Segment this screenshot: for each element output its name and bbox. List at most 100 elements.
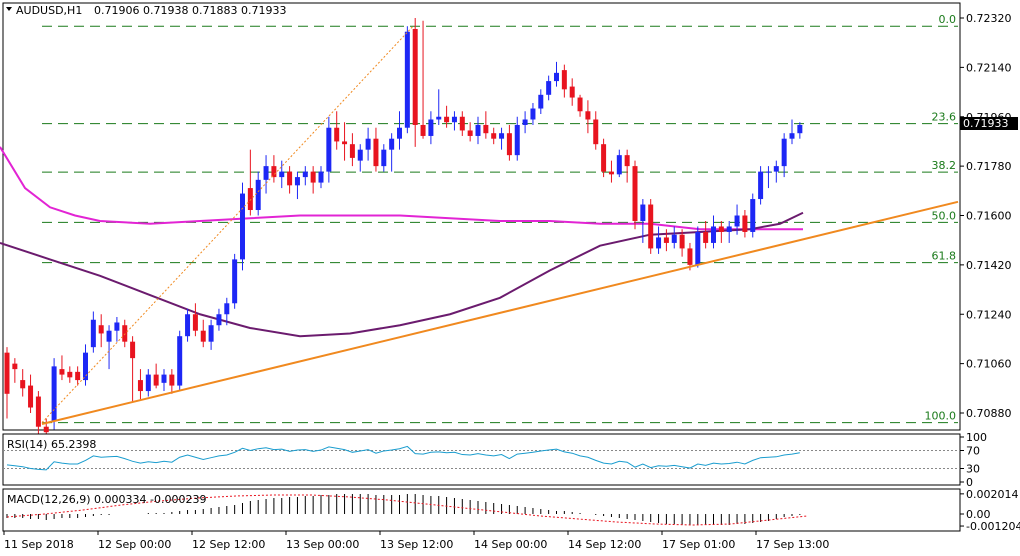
fib-label-5: 100.0 bbox=[925, 410, 957, 423]
symbol-label: AUDUSD,H1 bbox=[16, 4, 82, 17]
rsi-line bbox=[6, 445, 800, 471]
price-tick-label: 0.70880 bbox=[966, 407, 1012, 420]
fib-label-3: 50.0 bbox=[932, 209, 957, 222]
price-tick-label: 0.71420 bbox=[966, 259, 1012, 272]
rsi-tick-label: 100 bbox=[966, 431, 987, 444]
candle-body bbox=[608, 171, 614, 175]
candle-body bbox=[656, 237, 662, 249]
candle-body bbox=[569, 86, 575, 98]
candle-body bbox=[467, 130, 473, 136]
macd-axis: 0.002014 0.00-0.001204 bbox=[960, 488, 1020, 533]
candle-body bbox=[711, 226, 716, 243]
candle-body bbox=[640, 204, 646, 221]
time-tick-label: 13 Sep 00:00 bbox=[286, 538, 359, 551]
candle-body bbox=[758, 171, 764, 200]
candle-body bbox=[130, 341, 136, 359]
candle-body bbox=[404, 31, 410, 128]
candle-body bbox=[255, 179, 261, 211]
candle-body bbox=[114, 322, 120, 331]
macd-tick-label: 0.002014 bbox=[966, 488, 1019, 501]
candle-body bbox=[671, 234, 677, 243]
candle-body bbox=[137, 380, 143, 392]
candle-body bbox=[381, 149, 387, 167]
candlestick-series bbox=[4, 18, 803, 438]
candle-body bbox=[67, 371, 73, 378]
candle-body bbox=[12, 363, 18, 370]
candle-body bbox=[310, 171, 316, 183]
candle-body bbox=[208, 325, 214, 342]
candle-body bbox=[98, 325, 104, 334]
candle-body bbox=[750, 199, 756, 232]
macd-pane[interactable]: 0.002014 0.00-0.001204 MACD(12,26,9) 0.00… bbox=[2, 488, 1020, 533]
fib-label-0: 0.0 bbox=[939, 13, 957, 26]
fib-label-1: 23.6 bbox=[932, 111, 957, 124]
candle-body bbox=[83, 352, 88, 381]
trendline-line bbox=[41, 200, 959, 425]
candle-body bbox=[632, 166, 638, 221]
candle-body bbox=[624, 155, 630, 167]
candle-body bbox=[51, 366, 57, 422]
candle-body bbox=[742, 215, 748, 232]
candle-body bbox=[106, 330, 112, 342]
candle-body bbox=[734, 215, 740, 227]
time-tick-label: 14 Sep 00:00 bbox=[474, 538, 547, 551]
candle-body bbox=[483, 124, 489, 134]
candle-body bbox=[326, 127, 332, 172]
candle-body bbox=[224, 303, 230, 315]
rsi-tick-label: 30 bbox=[966, 463, 980, 476]
ohlc-values: 0.71906 0.71938 0.71883 0.71933 bbox=[94, 4, 286, 17]
candle-body bbox=[412, 28, 418, 125]
candle-body bbox=[514, 124, 520, 156]
candle-body bbox=[451, 116, 457, 123]
candle-body bbox=[601, 144, 607, 172]
candle-body bbox=[726, 226, 732, 232]
candle-body bbox=[185, 314, 191, 337]
candle-body bbox=[373, 138, 379, 167]
price-tick-label: 0.71600 bbox=[966, 210, 1012, 223]
candle-body bbox=[177, 336, 183, 386]
rsi-tick-label: 0 bbox=[966, 476, 973, 489]
fib-diagonal bbox=[41, 25, 414, 423]
trendline[interactable] bbox=[41, 25, 959, 425]
price-tick-label: 0.71240 bbox=[966, 308, 1012, 321]
candle-body bbox=[263, 166, 269, 180]
candle-body bbox=[75, 371, 81, 381]
macd-signal-line bbox=[6, 494, 808, 526]
candle-body bbox=[153, 374, 159, 386]
candle-body bbox=[491, 133, 497, 139]
candle-body bbox=[365, 138, 371, 150]
candle-body bbox=[577, 97, 583, 112]
price-pane[interactable]: 0.0 23.6 38.2 50.0 61.8 100.0 0.72320 0.72140 0… bbox=[0, 2, 1018, 438]
fib-label-4: 61.8 bbox=[932, 250, 957, 263]
price-tick-label: 0.72140 bbox=[966, 61, 1012, 74]
candle-body bbox=[397, 127, 402, 139]
candle-body bbox=[428, 119, 434, 136]
candle-body bbox=[294, 177, 300, 186]
candle-body bbox=[561, 70, 567, 90]
candle-body bbox=[420, 124, 426, 136]
candle-body bbox=[538, 94, 544, 109]
candle-body bbox=[789, 133, 795, 139]
candle-body bbox=[475, 124, 481, 136]
candle-body bbox=[695, 231, 701, 265]
candle-body bbox=[342, 141, 348, 145]
candle-body bbox=[287, 171, 293, 186]
candle-body bbox=[797, 124, 803, 134]
candle-body bbox=[200, 330, 206, 342]
candle-body bbox=[318, 171, 324, 183]
candle-body bbox=[302, 171, 308, 178]
candle-body bbox=[773, 166, 779, 172]
time-tick-label: 17 Sep 13:00 bbox=[756, 538, 829, 551]
candle-body bbox=[554, 72, 559, 82]
rsi-title: RSI(14) 65.2398 bbox=[7, 438, 96, 451]
macd-tick-label: 0.00 bbox=[966, 508, 991, 521]
candle-body bbox=[43, 426, 49, 433]
candle-body bbox=[459, 116, 465, 131]
candle-body bbox=[279, 171, 285, 178]
price-axis: 0.723200.721400.719600.717800.716000.714… bbox=[960, 12, 1012, 420]
candle-body bbox=[349, 144, 355, 158]
macd-tick-label: -0.001204 bbox=[966, 520, 1020, 533]
dropdown-triangle-icon[interactable] bbox=[6, 7, 12, 11]
